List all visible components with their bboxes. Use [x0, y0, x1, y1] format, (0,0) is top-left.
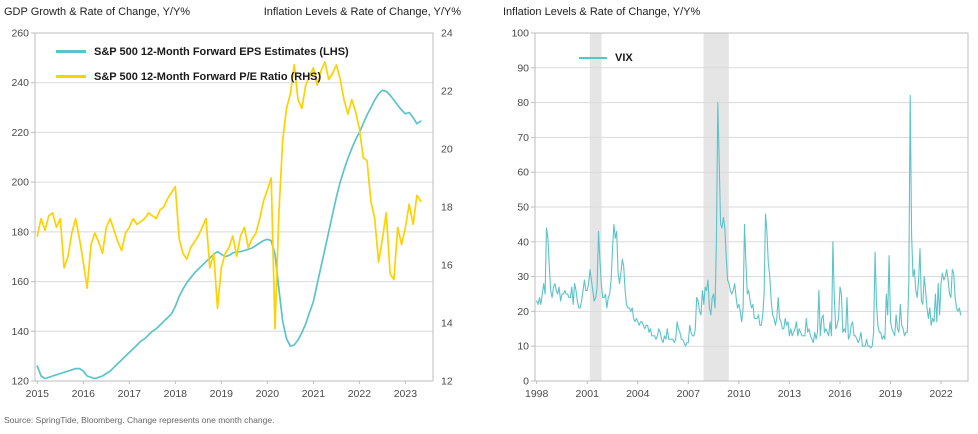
axis-label: 240	[11, 77, 29, 89]
axis-label: 2018	[164, 388, 188, 400]
axis-label: 2020	[256, 388, 280, 400]
axis-label: 120	[11, 376, 29, 388]
axis-label: 22	[441, 86, 453, 98]
source-note: Source: SpringTide, Bloomberg. Change re…	[4, 415, 275, 425]
axis-label: 2004	[626, 388, 650, 400]
axis-label: 30	[517, 271, 529, 283]
axis-label: 2021	[302, 388, 326, 400]
pe-line-swatch-icon	[56, 75, 86, 78]
legend-label-vix: VIX	[615, 51, 633, 64]
legend-item-pe: S&P 500 12-Month Forward P/E Ratio (RHS)	[56, 64, 349, 89]
axis-label: 90	[517, 62, 529, 74]
vix-line-swatch-icon	[579, 56, 607, 59]
axis-label: 2010	[727, 388, 751, 400]
axis-label: 2016	[72, 388, 96, 400]
axis-label: 2023	[394, 388, 418, 400]
axis-label: 140	[11, 326, 29, 338]
series-line-pe	[36, 61, 422, 330]
axis-label: 2019	[879, 388, 903, 400]
legend-label-pe: S&P 500 12-Month Forward P/E Ratio (RHS)	[94, 70, 322, 83]
axis-label: 180	[11, 226, 29, 238]
axis-label: 2017	[118, 388, 142, 400]
eps-pe-chart: 2602402202001801601401202422201816141220…	[11, 28, 453, 401]
vix-legend: VIX	[579, 45, 633, 70]
left-panel-title: GDP Growth & Rate of Change, Y/Y%	[4, 6, 191, 18]
right-panel-title: Inflation Levels & Rate of Change, Y/Y%	[503, 6, 701, 18]
axis-label: 2016	[828, 388, 852, 400]
axis-label: 40	[517, 236, 529, 248]
axis-label: 24	[441, 28, 453, 40]
axis-label: 14	[441, 318, 453, 330]
eps-pe-panel: GDP Growth & Rate of Change, Y/Y% Inflat…	[4, 6, 461, 401]
eps-pe-legend: S&P 500 12-Month Forward EPS Estimates (…	[56, 39, 349, 89]
axis-label: 20	[441, 144, 453, 156]
axis-label: 2013	[778, 388, 802, 400]
axis-label: 200	[11, 177, 29, 189]
axis-label: 60	[517, 167, 529, 179]
series-line-eps	[36, 89, 422, 380]
axis-label: 18	[441, 202, 453, 214]
axis-label: 16	[441, 260, 453, 272]
axis-label: 2001	[576, 388, 600, 400]
plot-border	[34, 32, 434, 382]
eps-line-swatch-icon	[56, 50, 86, 53]
axis-label: 12	[441, 376, 453, 388]
legend-label-eps: S&P 500 12-Month Forward EPS Estimates (…	[94, 45, 349, 58]
axis-label: 2015	[26, 388, 50, 400]
legend-item-vix: VIX	[579, 45, 633, 70]
vix-panel: Inflation Levels & Rate of Change, Y/Y% …	[489, 0, 978, 434]
axis-label: 260	[11, 28, 29, 40]
axis-label: 2019	[210, 388, 234, 400]
axis-label: 220	[11, 127, 29, 139]
axis-label: 10	[517, 341, 529, 353]
axis-label: 50	[517, 202, 529, 214]
axis-label: 1998	[525, 388, 549, 400]
axis-label: 160	[11, 276, 29, 288]
series-line-vix	[536, 95, 962, 349]
axis-label: 2022	[929, 388, 953, 400]
axis-label: 20	[517, 306, 529, 318]
axis-label: 0	[523, 376, 529, 388]
legend-item-eps: S&P 500 12-Month Forward EPS Estimates (…	[56, 39, 349, 64]
axis-label: 2022	[348, 388, 372, 400]
axis-label: 100	[511, 28, 529, 40]
left-panel-secondary-title: Inflation Levels & Rate of Change, Y/Y%	[263, 6, 461, 18]
axis-label: 2007	[677, 388, 701, 400]
axis-label: 70	[517, 132, 529, 144]
axis-label: 80	[517, 97, 529, 109]
